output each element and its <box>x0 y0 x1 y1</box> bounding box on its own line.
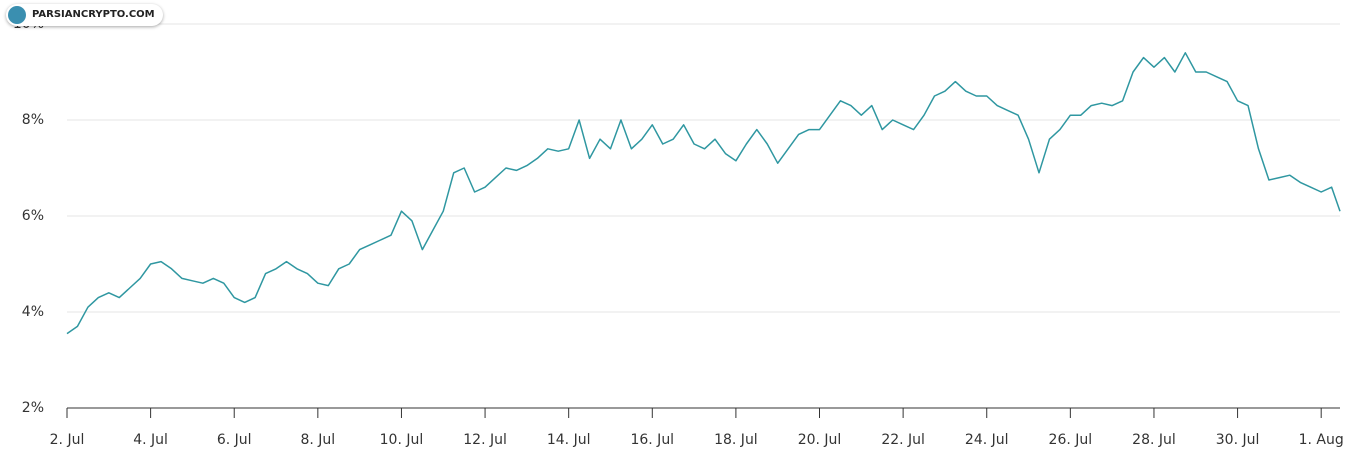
x-tick-label: 28. Jul <box>1132 432 1176 448</box>
x-tick-label: 6. Jul <box>217 432 252 448</box>
y-tick-label: 4% <box>22 304 44 320</box>
y-tick-label: 8% <box>22 112 44 128</box>
watermark-logo <box>8 6 26 24</box>
x-tick-label: 2. Jul <box>50 432 85 448</box>
y-tick-label: 2% <box>22 400 44 416</box>
watermark: PARSIANCRYPTO.COM <box>6 4 163 26</box>
x-tick-label: 24. Jul <box>965 432 1009 448</box>
x-tick-label: 18. Jul <box>714 432 758 448</box>
x-tick-label: 22. Jul <box>881 432 925 448</box>
x-tick-label: 10. Jul <box>380 432 424 448</box>
x-tick-label: 16. Jul <box>630 432 674 448</box>
x-tick-label: 14. Jul <box>547 432 591 448</box>
x-tick-label: 12. Jul <box>463 432 507 448</box>
x-tick-label: 4. Jul <box>133 432 168 448</box>
x-tick-label: 30. Jul <box>1216 432 1260 448</box>
x-tick-label: 20. Jul <box>798 432 842 448</box>
x-tick-label: 8. Jul <box>300 432 335 448</box>
data-line <box>66 52 1341 335</box>
y-tick-label: 6% <box>22 208 44 224</box>
x-tick-label: 1. Aug <box>1299 432 1344 448</box>
x-tick-label: 26. Jul <box>1049 432 1093 448</box>
watermark-text: PARSIANCRYPTO.COM <box>32 9 155 20</box>
